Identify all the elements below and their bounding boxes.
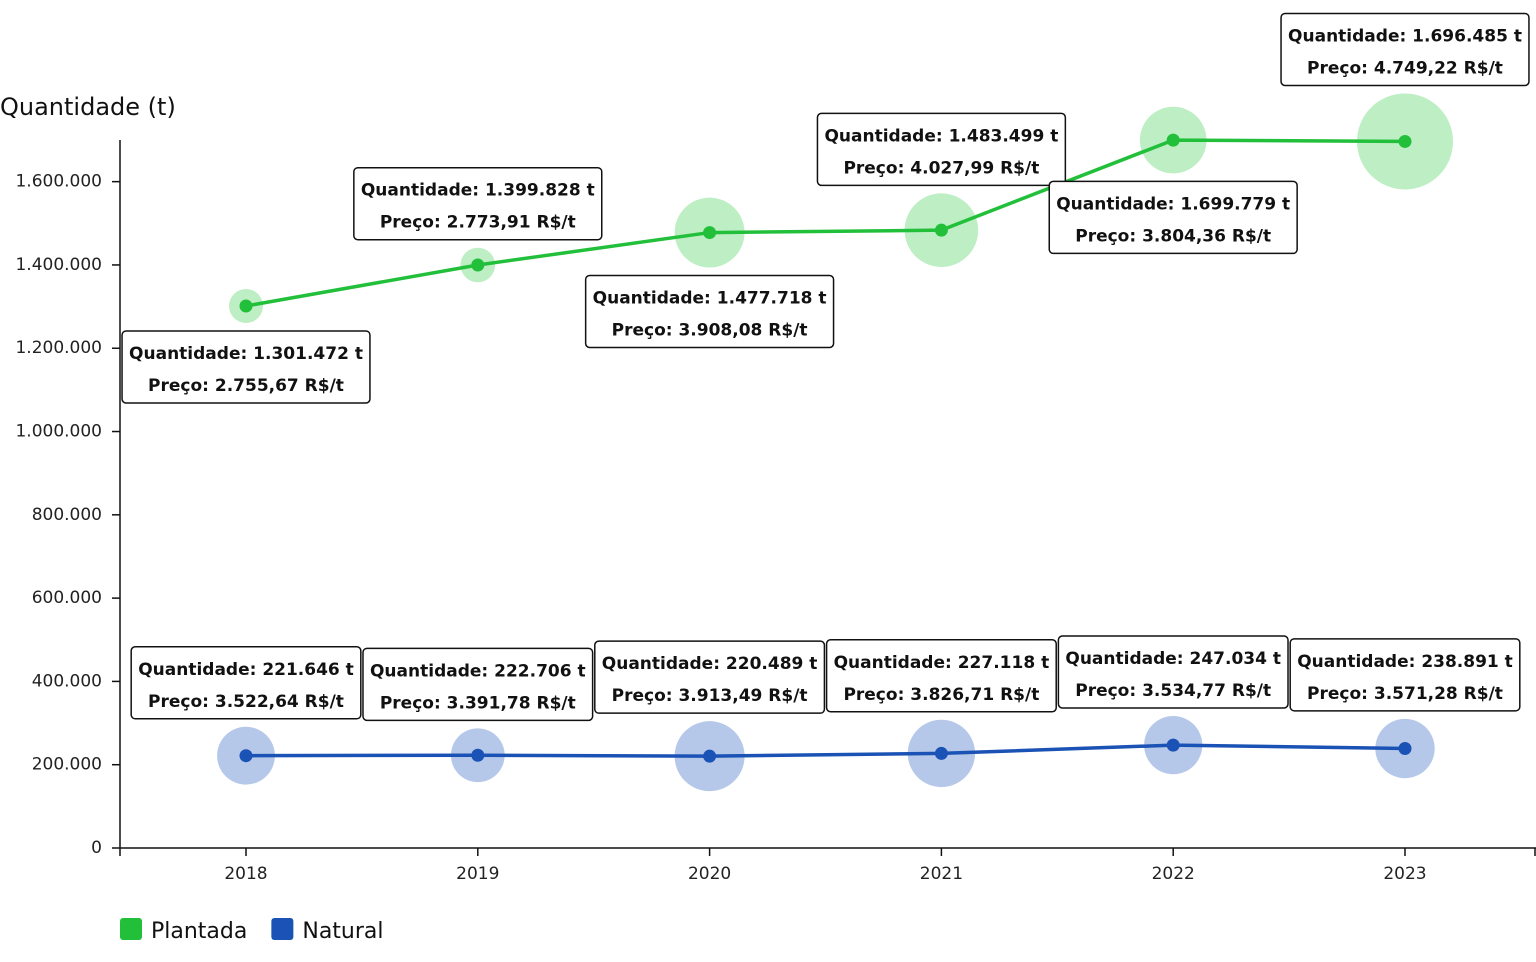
- price-label: Preço: 3.826,71 R$/t: [843, 685, 1039, 705]
- price-label: Preço: 3.522,64 R$/t: [148, 692, 344, 712]
- price-label: Preço: 2.755,67 R$/t: [148, 376, 344, 396]
- point: [239, 749, 253, 763]
- data-label-box: [1057, 635, 1289, 709]
- quantity-label: Quantidade: 222.706 t: [370, 661, 586, 681]
- quantity-label: Quantidade: 247.034 t: [1065, 649, 1281, 669]
- point: [703, 226, 717, 240]
- data-label: Quantidade: 247.034 t Preço: 3.534,77 R$/…: [1057, 635, 1289, 709]
- point: [1398, 742, 1412, 756]
- data-label-box: [130, 646, 362, 720]
- point: [1398, 134, 1412, 148]
- data-label-box: [1280, 12, 1530, 87]
- data-label: Quantidade: 227.118 t Preço: 3.826,71 R$/…: [825, 639, 1057, 713]
- data-label: Quantidade: 220.489 t Preço: 3.913,49 R$/…: [594, 640, 826, 714]
- price-label: Preço: 3.571,28 R$/t: [1307, 684, 1503, 704]
- data-label: Quantidade: 1.699.779 t Preço: 3.804,36 R…: [1048, 180, 1298, 255]
- legend-swatch: [120, 918, 142, 940]
- y-tick-label: 1.600.000: [15, 172, 102, 192]
- data-label-box: [816, 112, 1067, 187]
- data-label: Quantidade: 221.646 t Preço: 3.522,64 R$/…: [130, 646, 362, 720]
- series-line: [245, 743, 1406, 758]
- y-tick-label: 600.000: [32, 588, 102, 608]
- x-tick-label: 2020: [688, 864, 731, 884]
- y-tick-label: 0: [91, 838, 102, 858]
- series-line: [245, 138, 1406, 308]
- data-label: Quantidade: 1.399.828 t Preço: 2.773,91 R…: [353, 166, 603, 241]
- price-label: Preço: 3.391,78 R$/t: [380, 693, 576, 713]
- data-label-box: [825, 639, 1057, 713]
- data-label-box: [584, 274, 835, 349]
- data-label-box: [121, 330, 371, 404]
- y-tick-label: 800.000: [32, 505, 102, 525]
- quantity-label: Quantidade: 220.489 t: [602, 654, 818, 674]
- y-axis-label: Quantidade (t): [0, 93, 176, 121]
- point: [934, 223, 948, 237]
- legend-swatch: [271, 918, 294, 940]
- labels: Quantidade: 1.301.472 t Preço: 2.755,67 R…: [121, 12, 1530, 722]
- data-label: Quantidade: 1.483.499 t Preço: 4.027,99 R…: [816, 112, 1067, 187]
- point: [703, 749, 717, 763]
- point: [239, 299, 253, 313]
- quantity-label: Quantidade: 1.399.828 t: [361, 181, 595, 201]
- price-label: Preço: 3.534,77 R$/t: [1075, 681, 1271, 701]
- x-tick-label: 2021: [920, 864, 963, 884]
- x-tick-label: 2023: [1383, 864, 1426, 884]
- data-label-box: [353, 166, 603, 241]
- point: [471, 258, 485, 272]
- price-label: Preço: 4.749,22 R$/t: [1307, 58, 1503, 78]
- quantity-label: Quantidade: 1.301.472 t: [129, 344, 363, 364]
- quantity-label: Quantidade: 221.646 t: [138, 660, 354, 680]
- y-tick-label: 1.400.000: [15, 255, 102, 275]
- quantity-label: Quantidade: 227.118 t: [834, 653, 1050, 673]
- y-tick-label: 200.000: [32, 755, 102, 775]
- price-label: Preço: 3.913,49 R$/t: [612, 686, 808, 706]
- data-label-box: [362, 647, 594, 722]
- point: [1166, 738, 1180, 752]
- price-label: Preço: 4.027,99 R$/t: [843, 158, 1039, 178]
- legend-label: Plantada: [151, 919, 247, 944]
- x-tick-label: 2019: [456, 864, 499, 884]
- y-tick-label: 1.000.000: [15, 422, 102, 442]
- lines: [245, 138, 1406, 758]
- x-tick-label: 2018: [224, 864, 267, 884]
- quantity-label: Quantidade: 1.696.485 t: [1288, 26, 1522, 46]
- bubbles: [217, 93, 1453, 792]
- data-label: Quantidade: 238.891 t Preço: 3.571,28 R$/…: [1289, 638, 1521, 712]
- quantity-label: Quantidade: 1.699.779 t: [1056, 194, 1290, 214]
- quantity-label: Quantidade: 1.483.499 t: [824, 126, 1058, 146]
- y-tick-label: 400.000: [32, 671, 102, 691]
- data-label: Quantidade: 1.477.718 t Preço: 3.908,08 R…: [584, 274, 835, 349]
- point: [934, 746, 948, 760]
- data-label: Quantidade: 1.696.485 t Preço: 4.749,22 R…: [1280, 12, 1530, 87]
- price-label: Preço: 3.908,08 R$/t: [612, 320, 808, 340]
- point: [471, 748, 485, 762]
- legend-label: Natural: [302, 919, 383, 944]
- data-label-box: [594, 640, 826, 714]
- y-tick-label: 1.200.000: [15, 338, 102, 358]
- x-tick-label: 2022: [1152, 864, 1195, 884]
- quantity-label: Quantidade: 1.477.718 t: [593, 288, 827, 308]
- price-label: Preço: 2.773,91 R$/t: [380, 213, 576, 233]
- point: [1166, 133, 1180, 147]
- quantity-label: Quantidade: 238.891 t: [1297, 652, 1513, 672]
- data-label: Quantidade: 1.301.472 t Preço: 2.755,67 R…: [121, 330, 371, 404]
- data-label: Quantidade: 222.706 t Preço: 3.391,78 R$/…: [362, 647, 594, 722]
- data-label-box: [1289, 638, 1521, 712]
- dots: [239, 133, 1412, 763]
- data-label-box: [1048, 180, 1298, 255]
- price-label: Preço: 3.804,36 R$/t: [1075, 226, 1271, 246]
